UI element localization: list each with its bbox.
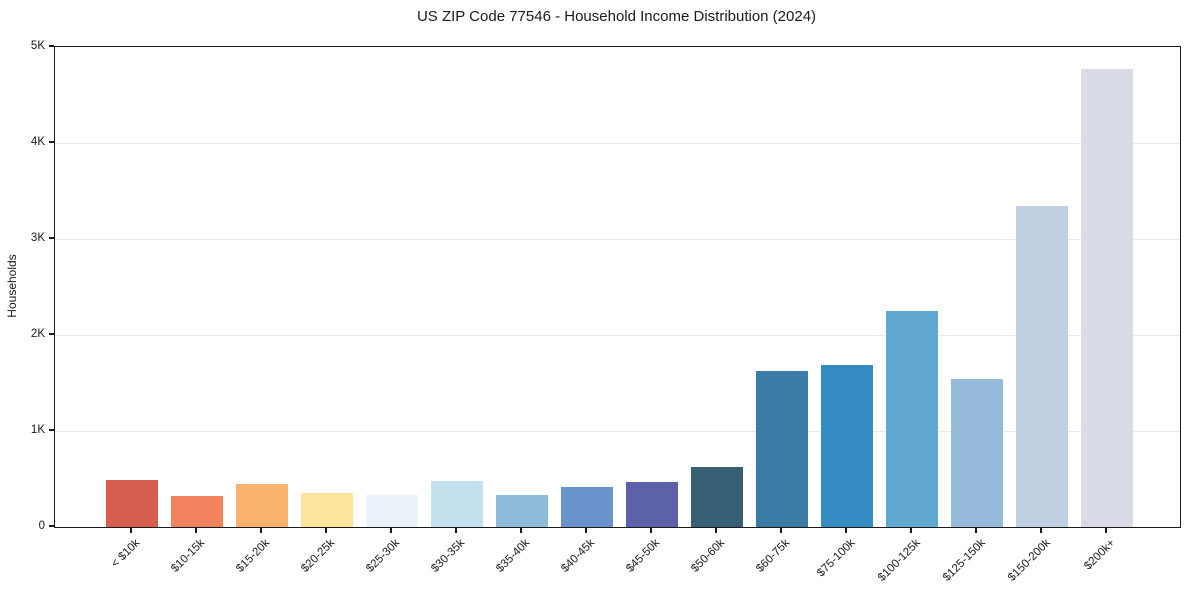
x-tick-label: $30-35k [429, 537, 468, 575]
bar-12 [821, 364, 873, 527]
x-tick [1040, 528, 1042, 533]
x-tick [520, 528, 522, 533]
x-tick [975, 528, 977, 533]
x-tick-label: $45-50k [624, 537, 663, 575]
x-tick-label: $200k+ [1082, 537, 1118, 573]
bar-16 [1081, 69, 1133, 527]
plot-area [54, 46, 1181, 528]
gridline [55, 142, 1180, 144]
x-tick [325, 528, 327, 533]
bar-4 [301, 493, 353, 527]
x-tick-label: $125-150k [940, 537, 988, 584]
y-tick-label: 0 [38, 519, 45, 532]
y-tick-label: 2K [30, 327, 45, 340]
bar-10 [691, 467, 743, 527]
bar-6 [431, 480, 483, 527]
bar-5 [366, 494, 418, 527]
x-tick [260, 528, 262, 533]
x-tick-label: $60-75k [754, 537, 793, 575]
x-tick-label: $100-125k [875, 537, 923, 584]
x-tick-label: $50-60k [689, 537, 728, 575]
bar-3 [236, 483, 288, 527]
x-tick-label: $35-40k [494, 537, 533, 575]
x-tick [845, 528, 847, 533]
y-tick [49, 237, 54, 239]
bar-13 [886, 311, 938, 527]
x-tick-label: < $10k [109, 537, 143, 571]
x-tick [650, 528, 652, 533]
x-tick-label: $20-25k [299, 537, 338, 575]
bar-14 [951, 379, 1003, 527]
bar-7 [496, 495, 548, 527]
chart-title: US ZIP Code 77546 - Household Income Dis… [416, 8, 817, 25]
bar-2 [171, 495, 223, 527]
y-tick [49, 333, 54, 335]
y-tick-label: 4K [30, 135, 45, 148]
x-tick [910, 528, 912, 533]
x-tick-label: $40-45k [559, 537, 598, 575]
y-tick [49, 429, 54, 431]
x-tick [195, 528, 197, 533]
x-tick-label: $75-100k [815, 537, 858, 580]
bar-15 [1016, 206, 1068, 527]
bar-8 [561, 487, 613, 527]
x-tick-label: $15-20k [234, 537, 273, 575]
bar-11 [756, 370, 808, 527]
x-tick [390, 528, 392, 533]
y-tick [49, 45, 54, 47]
x-tick [715, 528, 717, 533]
bar-9 [626, 482, 678, 527]
gridline [55, 334, 1180, 336]
bar-1 [106, 479, 158, 527]
x-tick-label: $10-15k [169, 537, 208, 575]
x-tick [780, 528, 782, 533]
x-tick-label: $150-200k [1005, 537, 1053, 584]
y-tick-label: 1K [30, 423, 45, 436]
x-tick [130, 528, 132, 533]
x-tick [585, 528, 587, 533]
gridline [55, 430, 1180, 432]
y-tick-label: 5K [30, 39, 45, 52]
y-axis-label: Households [5, 254, 19, 318]
y-tick-label: 3K [30, 231, 45, 244]
y-tick [49, 141, 54, 143]
x-tick [455, 528, 457, 533]
x-tick [1105, 528, 1107, 533]
gridline [55, 238, 1180, 240]
y-tick [49, 525, 54, 527]
x-tick-label: $25-30k [364, 537, 403, 575]
